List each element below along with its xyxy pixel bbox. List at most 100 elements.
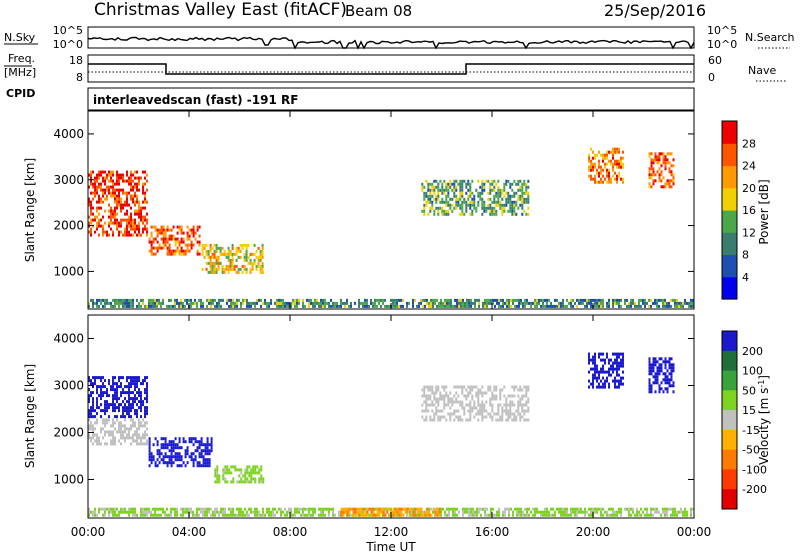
echo-cell <box>290 513 292 517</box>
colorbar-swatch <box>722 469 737 490</box>
echo-cell <box>400 298 402 302</box>
echo-cell <box>262 301 264 305</box>
echo-cell <box>588 355 590 359</box>
echo-cell <box>120 206 122 210</box>
echo-cell <box>232 304 234 308</box>
echo-cell <box>142 433 144 437</box>
echo-cell <box>590 382 592 386</box>
echo-cell <box>602 174 604 178</box>
echo-cell <box>566 298 568 302</box>
echo-cell <box>600 171 602 175</box>
echo-cell <box>158 298 160 302</box>
echo-cell <box>156 304 158 308</box>
echo-cell <box>210 301 212 305</box>
echo-cell <box>170 440 173 444</box>
echo-cell <box>186 249 189 253</box>
echo-cell <box>138 442 140 446</box>
echo-cell <box>210 513 212 517</box>
echo-cell <box>358 507 361 511</box>
echo-cell <box>588 298 590 302</box>
echo-cell <box>644 513 646 517</box>
echo-cell <box>104 510 106 514</box>
power-y-axis-title: Slant Range [km] <box>23 158 37 262</box>
echo-cell <box>146 427 148 431</box>
echo-cell <box>118 197 120 201</box>
echo-cell <box>598 376 600 380</box>
echo-cell <box>423 191 426 195</box>
echo-cell <box>676 510 678 514</box>
echo-cell <box>452 507 454 511</box>
echo-cell <box>100 442 102 446</box>
echo-cell <box>176 237 179 241</box>
echo-cell <box>433 179 436 183</box>
echo-cell <box>192 461 195 465</box>
echo-cell <box>245 258 248 262</box>
echo-cell <box>436 304 438 308</box>
echo-cell <box>225 267 228 271</box>
echo-cell <box>656 298 658 302</box>
echo-cell <box>672 298 674 302</box>
echo-cell <box>437 206 440 210</box>
echo-cell <box>312 510 314 514</box>
echo-cell <box>124 212 126 216</box>
echo-cell <box>184 449 187 453</box>
echo-cell <box>174 507 176 511</box>
echo-cell <box>138 388 140 392</box>
echo-cell <box>548 513 550 517</box>
echo-cell <box>154 246 157 250</box>
echo-cell <box>372 513 375 517</box>
echo-cell <box>650 161 653 165</box>
echo-cell <box>618 352 620 356</box>
echo-cell <box>238 513 240 517</box>
echo-cell <box>138 418 140 422</box>
echo-cell <box>588 370 590 374</box>
echo-cell <box>132 233 134 237</box>
echo-cell <box>96 418 98 422</box>
echo-cell <box>457 418 460 422</box>
echo-cell <box>513 206 516 210</box>
echo-cell <box>196 510 198 514</box>
echo-cell <box>118 194 120 198</box>
echo-cell <box>686 513 688 517</box>
echo-cell <box>527 418 530 422</box>
echo-cell <box>296 304 298 308</box>
echo-cell <box>628 304 630 308</box>
echo-cell <box>544 304 546 308</box>
echo-cell <box>548 304 550 308</box>
echo-cell <box>602 376 604 380</box>
echo-cell <box>445 197 448 201</box>
echo-cell <box>90 298 92 302</box>
echo-cell <box>322 304 324 308</box>
echo-cell <box>606 174 608 178</box>
echo-cell <box>690 510 692 514</box>
echo-cell <box>94 191 96 195</box>
echo-cell <box>527 200 530 204</box>
echo-cell <box>618 355 620 359</box>
echo-cell <box>229 264 232 268</box>
echo-cell <box>235 258 238 262</box>
echo-cell <box>134 433 136 437</box>
echo-cell <box>348 507 351 511</box>
echo-cell <box>140 513 142 517</box>
echo-cell <box>124 298 126 302</box>
echo-cell <box>489 412 492 416</box>
echo-cell <box>517 394 520 398</box>
echo-cell <box>658 155 661 159</box>
echo-cell <box>690 513 692 517</box>
echo-cell <box>132 397 134 401</box>
echo-cell <box>242 474 245 478</box>
echo-cell <box>104 409 106 413</box>
echo-cell <box>596 298 598 302</box>
echo-cell <box>174 243 177 247</box>
echo-cell <box>423 206 426 210</box>
echo-cell <box>336 304 338 308</box>
echo-cell <box>509 394 512 398</box>
echo-cell <box>447 185 450 189</box>
noise-right-tick-bottom: 10^0 <box>707 38 737 51</box>
echo-cell <box>98 194 100 198</box>
echo-cell <box>88 409 90 413</box>
echo-cell <box>288 304 290 308</box>
echo-cell <box>536 510 538 514</box>
echo-cell <box>459 418 462 422</box>
echo-cell <box>154 225 157 229</box>
